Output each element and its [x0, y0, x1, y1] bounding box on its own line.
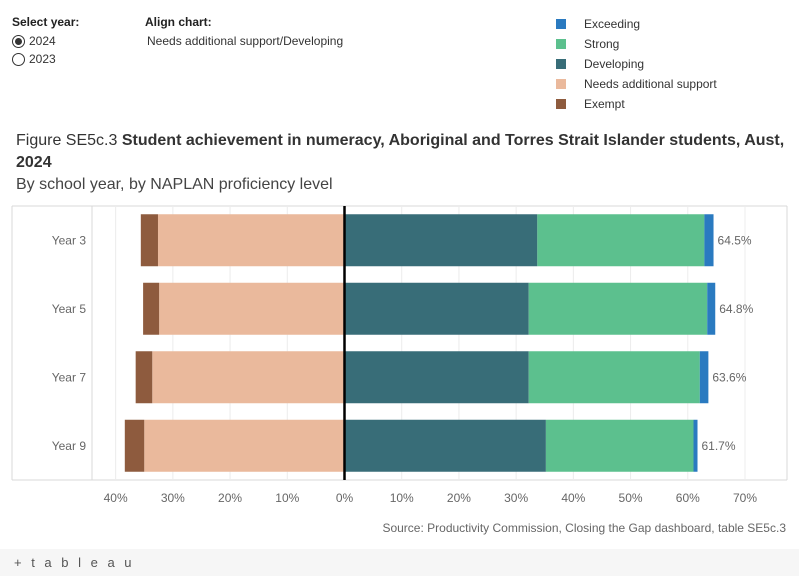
data-label: 64.8%: [719, 302, 753, 316]
x-tick-label: 40%: [561, 491, 585, 505]
x-tick-label: 50%: [619, 491, 643, 505]
y-category-label: Year 7: [52, 370, 87, 384]
x-tick-label: 10%: [390, 491, 414, 505]
chart-title: Figure SE5c.3 Student achievement in num…: [16, 130, 791, 174]
x-tick-label: 30%: [161, 491, 185, 505]
diverging-bar-chart: 40% 30% 20% 10% 0% 10% 20% 30% 40% 50% 60% 70% Year …: [11, 205, 788, 505]
year-selector-label: Select year:: [12, 15, 80, 29]
legend: Exceeding Strong Developing Needs additi…: [556, 14, 717, 114]
legend-swatch: [556, 99, 566, 109]
bar-needs-additional-support[interactable]: [157, 214, 345, 267]
bar-exceeding[interactable]: [699, 351, 709, 404]
bar-needs-additional-support[interactable]: [159, 282, 345, 335]
data-label: 63.6%: [712, 370, 746, 384]
bar-exempt[interactable]: [135, 351, 153, 404]
align-chart-value[interactable]: Needs additional support/Developing: [147, 34, 344, 48]
legend-label: Exceeding: [584, 17, 641, 31]
tableau-logo[interactable]: + t a b l e a u: [14, 555, 135, 570]
legend-swatch: [556, 79, 566, 89]
bar-strong[interactable]: [537, 214, 705, 267]
figure-number: Figure SE5c.3: [16, 132, 118, 149]
bar-exempt[interactable]: [143, 282, 160, 335]
bar-needs-additional-support[interactable]: [152, 351, 345, 404]
year-option-label: 2024: [29, 34, 56, 48]
y-category-label: Year 3: [52, 233, 87, 247]
y-category-label: Year 9: [52, 439, 87, 453]
legend-label: Exempt: [584, 97, 625, 111]
data-label: 61.7%: [702, 439, 736, 453]
x-tick-label: 10%: [275, 491, 299, 505]
x-tick-label: 20%: [447, 491, 471, 505]
legend-swatch: [556, 59, 566, 69]
legend-swatch: [556, 39, 566, 49]
legend-label: Developing: [584, 57, 645, 71]
x-tick-label: 70%: [733, 491, 757, 505]
data-label: 64.5%: [718, 233, 752, 247]
year-option-2023[interactable]: 2023: [12, 52, 56, 66]
year-option-label: 2023: [29, 52, 56, 66]
legend-item-needs-support[interactable]: Needs additional support: [556, 74, 717, 94]
x-tick-label: 0%: [336, 491, 354, 505]
radio-selected-icon[interactable]: [12, 34, 25, 48]
x-tick-label: 30%: [504, 491, 528, 505]
bar-needs-additional-support[interactable]: [144, 419, 345, 472]
bar-developing[interactable]: [344, 351, 529, 404]
bar-exceeding[interactable]: [693, 419, 698, 472]
y-category-label: Year 5: [52, 302, 87, 316]
bar-exceeding[interactable]: [707, 282, 716, 335]
legend-label: Strong: [584, 37, 620, 51]
year-option-2024[interactable]: 2024: [12, 34, 56, 48]
bar-developing[interactable]: [344, 282, 529, 335]
x-tick-label: 60%: [676, 491, 700, 505]
align-chart-label: Align chart:: [145, 15, 212, 29]
bar-exempt[interactable]: [140, 214, 158, 267]
x-tick-label: 20%: [218, 491, 242, 505]
legend-swatch: [556, 19, 566, 29]
bar-exceeding[interactable]: [704, 214, 714, 267]
bar-strong[interactable]: [545, 419, 694, 472]
source-note: Source: Productivity Commission, Closing…: [382, 521, 786, 535]
bar-developing[interactable]: [344, 214, 538, 267]
bar-strong[interactable]: [528, 351, 700, 404]
bar-strong[interactable]: [528, 282, 708, 335]
radio-unselected-icon[interactable]: [12, 52, 25, 66]
bar-exempt[interactable]: [124, 419, 145, 472]
legend-item-exceeding[interactable]: Exceeding: [556, 14, 717, 34]
legend-item-exempt[interactable]: Exempt: [556, 94, 717, 114]
chart-subtitle: By school year, by NAPLAN proficiency le…: [16, 176, 333, 193]
chart-title-main: Student achievement in numeracy, Aborigi…: [16, 132, 785, 171]
tableau-footer: + t a b l e a u: [0, 549, 799, 576]
legend-item-strong[interactable]: Strong: [556, 34, 717, 54]
legend-item-developing[interactable]: Developing: [556, 54, 717, 74]
legend-label: Needs additional support: [584, 77, 717, 91]
bar-developing[interactable]: [344, 419, 546, 472]
x-tick-label: 40%: [104, 491, 128, 505]
